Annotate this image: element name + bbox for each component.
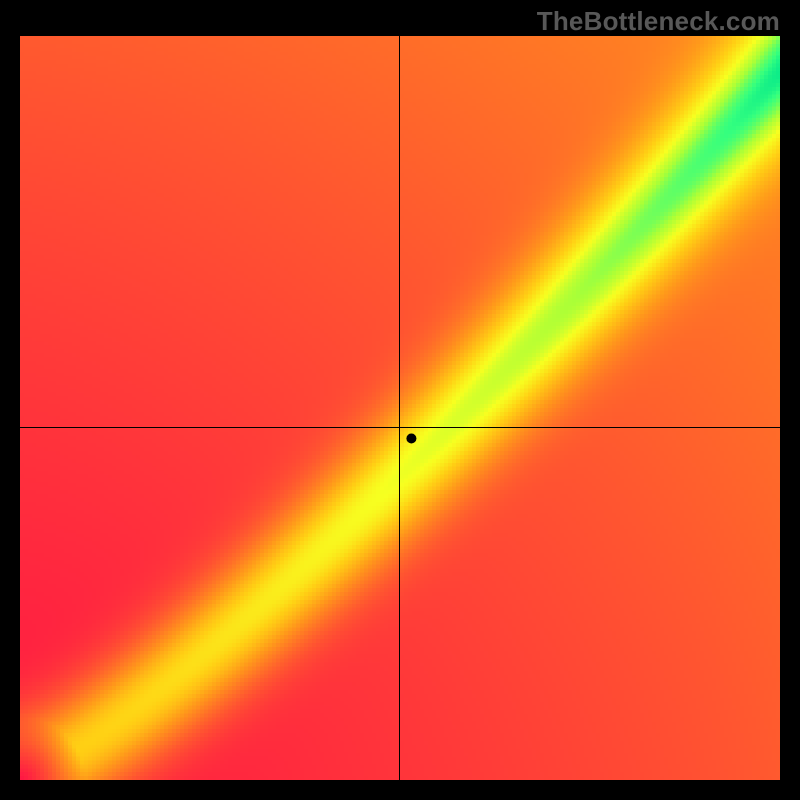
figure-root: TheBottleneck.com [0, 0, 800, 800]
overlay-canvas [20, 36, 780, 780]
watermark-text: TheBottleneck.com [537, 6, 780, 37]
